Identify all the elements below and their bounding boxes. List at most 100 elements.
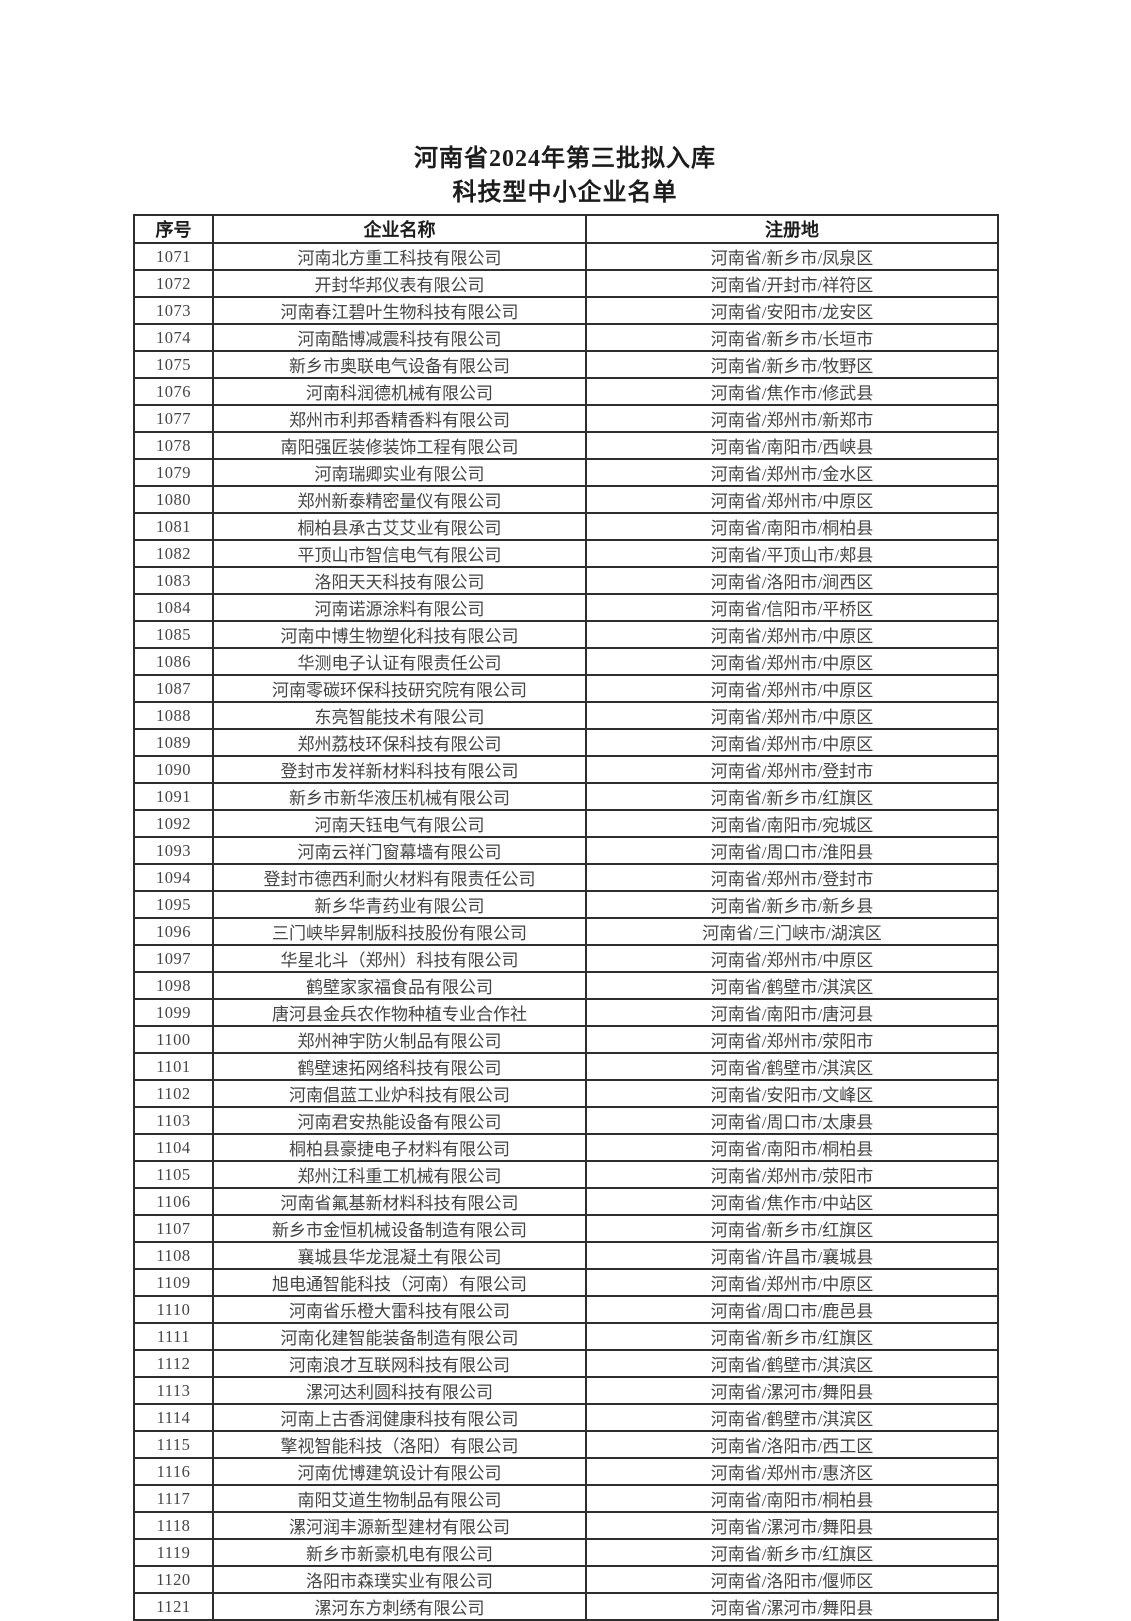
row-serial-number: 1076 — [133, 377, 214, 406]
row-serial-number: 1103 — [133, 1106, 214, 1135]
row-serial-number: 1083 — [133, 566, 214, 595]
row-company-name: 登封市发祥新材料科技有限公司 — [212, 755, 587, 784]
row-registration-location: 河南省/漯河市/舞阳县 — [585, 1511, 999, 1540]
row-company-name: 河南化建智能装备制造有限公司 — [212, 1322, 587, 1351]
header-company-name: 企业名称 — [212, 214, 587, 244]
row-company-name: 漯河东方刺绣有限公司 — [212, 1592, 587, 1621]
row-company-name: 襄城县华龙混凝土有限公司 — [212, 1241, 587, 1270]
row-serial-number: 1082 — [133, 539, 214, 568]
row-company-name: 华星北斗（郑州）科技有限公司 — [212, 944, 587, 973]
table-row: 1095 新乡华青药业有限公司 河南省/新乡市/新乡县 — [133, 890, 999, 919]
table-row: 1109 旭电通智能科技（河南）有限公司 河南省/郑州市/中原区 — [133, 1268, 999, 1297]
row-registration-location: 河南省/信阳市/平桥区 — [585, 593, 999, 622]
table-row: 1121 漯河东方刺绣有限公司 河南省/漯河市/舞阳县 — [133, 1592, 999, 1621]
row-company-name: 南阳艾道生物制品有限公司 — [212, 1484, 587, 1513]
table-row: 1083 洛阳天天科技有限公司 河南省/洛阳市/涧西区 — [133, 566, 999, 595]
row-serial-number: 1105 — [133, 1160, 214, 1189]
table-row: 1119 新乡市新豪机电有限公司 河南省/新乡市/红旗区 — [133, 1538, 999, 1567]
row-serial-number: 1085 — [133, 620, 214, 649]
row-serial-number: 1071 — [133, 242, 214, 271]
table-row: 1098 鹤壁家家福食品有限公司 河南省/鹤壁市/淇滨区 — [133, 971, 999, 1000]
row-serial-number: 1086 — [133, 647, 214, 676]
row-registration-location: 河南省/郑州市/惠济区 — [585, 1457, 999, 1486]
row-registration-location: 河南省/三门峡市/湖滨区 — [585, 917, 999, 946]
row-company-name: 洛阳市森璞实业有限公司 — [212, 1565, 587, 1594]
table-row: 1107 新乡市金恒机械设备制造有限公司 河南省/新乡市/红旗区 — [133, 1214, 999, 1243]
table-row: 1120 洛阳市森璞实业有限公司 河南省/洛阳市/偃师区 — [133, 1565, 999, 1594]
row-company-name: 郑州江科重工机械有限公司 — [212, 1160, 587, 1189]
table-row: 1085 河南中博生物塑化科技有限公司 河南省/郑州市/中原区 — [133, 620, 999, 649]
row-registration-location: 河南省/郑州市/中原区 — [585, 701, 999, 730]
row-serial-number: 1094 — [133, 863, 214, 892]
row-registration-location: 河南省/漯河市/舞阳县 — [585, 1592, 999, 1621]
table-row: 1078 南阳强匠装修装饰工程有限公司 河南省/南阳市/西峡县 — [133, 431, 999, 460]
table-row: 1086 华测电子认证有限责任公司 河南省/郑州市/中原区 — [133, 647, 999, 676]
row-registration-location: 河南省/周口市/淮阳县 — [585, 836, 999, 865]
row-serial-number: 1080 — [133, 485, 214, 514]
row-serial-number: 1095 — [133, 890, 214, 919]
row-company-name: 唐河县金兵农作物种植专业合作社 — [212, 998, 587, 1027]
row-registration-location: 河南省/鹤壁市/淇滨区 — [585, 1403, 999, 1432]
table-row: 1115 擎视智能科技（洛阳）有限公司 河南省/洛阳市/西工区 — [133, 1430, 999, 1459]
title-line-2: 科技型中小企业名单 — [452, 180, 678, 206]
row-company-name: 河南倡蓝工业炉科技有限公司 — [212, 1079, 587, 1108]
row-company-name: 河南酷博减震科技有限公司 — [212, 323, 587, 352]
row-company-name: 郑州市利邦香精香料有限公司 — [212, 404, 587, 433]
row-serial-number: 1077 — [133, 404, 214, 433]
row-company-name: 河南省氟基新材料科技有限公司 — [212, 1187, 587, 1216]
table-row: 1108 襄城县华龙混凝土有限公司 河南省/许昌市/襄城县 — [133, 1241, 999, 1270]
table-row: 1081 桐柏县承古艾艾业有限公司 河南省/南阳市/桐柏县 — [133, 512, 999, 541]
row-company-name: 河南上古香润健康科技有限公司 — [212, 1403, 587, 1432]
row-registration-location: 河南省/南阳市/桐柏县 — [585, 1133, 999, 1162]
row-company-name: 桐柏县豪捷电子材料有限公司 — [212, 1133, 587, 1162]
table-row: 1094 登封市德西利耐火材料有限责任公司 河南省/郑州市/登封市 — [133, 863, 999, 892]
table-row: 1105 郑州江科重工机械有限公司 河南省/郑州市/荥阳市 — [133, 1160, 999, 1189]
row-serial-number: 1092 — [133, 809, 214, 838]
row-serial-number: 1087 — [133, 674, 214, 703]
row-registration-location: 河南省/郑州市/中原区 — [585, 1268, 999, 1297]
row-registration-location: 河南省/周口市/鹿邑县 — [585, 1295, 999, 1324]
table-row: 1111 河南化建智能装备制造有限公司 河南省/新乡市/红旗区 — [133, 1322, 999, 1351]
row-serial-number: 1121 — [133, 1592, 214, 1621]
row-registration-location: 河南省/新乡市/红旗区 — [585, 782, 999, 811]
table-row: 1089 郑州荔枝环保科技有限公司 河南省/郑州市/中原区 — [133, 728, 999, 757]
row-company-name: 新乡市金恒机械设备制造有限公司 — [212, 1214, 587, 1243]
row-registration-location: 河南省/开封市/祥符区 — [585, 269, 999, 298]
row-serial-number: 1073 — [133, 296, 214, 325]
row-company-name: 开封华邦仪表有限公司 — [212, 269, 587, 298]
row-registration-location: 河南省/平顶山市/郏县 — [585, 539, 999, 568]
row-company-name: 河南中博生物塑化科技有限公司 — [212, 620, 587, 649]
table-row: 1082 平顶山市智信电气有限公司 河南省/平顶山市/郏县 — [133, 539, 999, 568]
row-registration-location: 河南省/南阳市/宛城区 — [585, 809, 999, 838]
table-row: 1084 河南诺源涂料有限公司 河南省/信阳市/平桥区 — [133, 593, 999, 622]
table-row: 1100 郑州神宇防火制品有限公司 河南省/郑州市/荥阳市 — [133, 1025, 999, 1054]
row-company-name: 河南天钰电气有限公司 — [212, 809, 587, 838]
row-serial-number: 1089 — [133, 728, 214, 757]
row-serial-number: 1072 — [133, 269, 214, 298]
table-row: 1073 河南春江碧叶生物科技有限公司 河南省/安阳市/龙安区 — [133, 296, 999, 325]
row-registration-location: 河南省/南阳市/西峡县 — [585, 431, 999, 460]
row-registration-location: 河南省/焦作市/修武县 — [585, 377, 999, 406]
row-company-name: 洛阳天天科技有限公司 — [212, 566, 587, 595]
row-company-name: 河南优博建筑设计有限公司 — [212, 1457, 587, 1486]
table-row: 1110 河南省乐橙大雷科技有限公司 河南省/周口市/鹿邑县 — [133, 1295, 999, 1324]
row-company-name: 河南云祥门窗幕墙有限公司 — [212, 836, 587, 865]
table-row: 1087 河南零碳环保科技研究院有限公司 河南省/郑州市/中原区 — [133, 674, 999, 703]
row-registration-location: 河南省/郑州市/中原区 — [585, 485, 999, 514]
row-company-name: 河南瑞卿实业有限公司 — [212, 458, 587, 487]
row-serial-number: 1113 — [133, 1376, 214, 1405]
row-registration-location: 河南省/郑州市/登封市 — [585, 863, 999, 892]
table-row: 1075 新乡市奥联电气设备有限公司 河南省/新乡市/牧野区 — [133, 350, 999, 379]
row-serial-number: 1090 — [133, 755, 214, 784]
row-registration-location: 河南省/新乡市/新乡县 — [585, 890, 999, 919]
row-company-name: 河南科润德机械有限公司 — [212, 377, 587, 406]
company-table-body: 1071 河南北方重工科技有限公司 河南省/新乡市/凤泉区 1072 开封华邦仪表有限公… — [133, 242, 999, 1621]
row-serial-number: 1091 — [133, 782, 214, 811]
row-serial-number: 1120 — [133, 1565, 214, 1594]
row-company-name: 新乡市奥联电气设备有限公司 — [212, 350, 587, 379]
row-registration-location: 河南省/安阳市/龙安区 — [585, 296, 999, 325]
table-row: 1113 漯河达利圆科技有限公司 河南省/漯河市/舞阳县 — [133, 1376, 999, 1405]
row-serial-number: 1119 — [133, 1538, 214, 1567]
row-company-name: 河南零碳环保科技研究院有限公司 — [212, 674, 587, 703]
